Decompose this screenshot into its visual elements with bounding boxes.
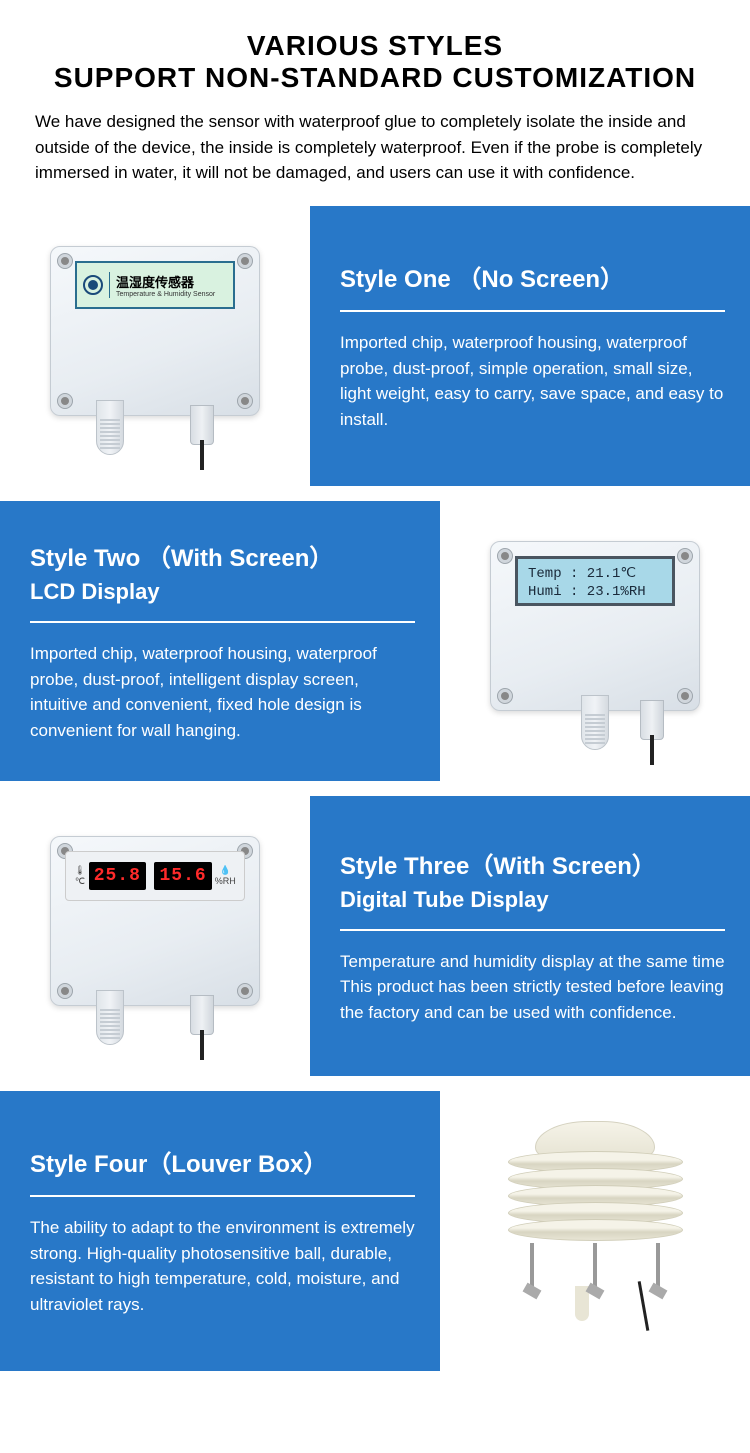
lcd-humi: Humi : 23.1%RH [528,583,662,601]
style3-text: Style Three（With Screen） Digital Tube Di… [310,796,750,1076]
device-label: 温湿度传感器 Temperature & Humidity Sensor [75,261,235,309]
style1-desc: Imported chip, waterproof housing, water… [340,330,725,432]
screw-icon [57,983,73,999]
style3-title: Style Three（With Screen） [340,846,725,881]
style4-image [440,1091,750,1371]
style2-row: Temp : 21.1℃ Humi : 23.1%RH Style Two （W… [0,501,750,781]
screw-icon [237,253,253,269]
leg-icon [593,1243,597,1293]
style1-text: Style One （No Screen） Imported chip, wat… [310,206,750,486]
led-humi-value: 15.6 [154,862,211,890]
screw-icon [237,983,253,999]
cable-gland-icon [190,405,214,445]
probe-icon [581,695,609,750]
louver-ring [508,1219,683,1241]
style3-image: 🌡℃ 25.8 15.6 💧%RH [0,796,310,1076]
divider [30,1195,415,1197]
screw-icon [237,393,253,409]
screw-icon [497,548,513,564]
style4-desc: The ability to adapt to the environment … [30,1215,415,1317]
style3-desc: Temperature and humidity display at the … [340,949,725,1026]
divider [340,310,725,312]
style4-row: Style Four（Louver Box） The ability to ad… [0,1091,750,1371]
style2-image: Temp : 21.1℃ Humi : 23.1%RH [440,501,750,781]
thermometer-icon: 🌡℃ [74,865,85,887]
screw-icon [677,688,693,704]
style2-text: Style Two （With Screen） LCD Display Impo… [0,501,440,781]
screw-icon [497,688,513,704]
cable-icon [200,1030,204,1060]
style3-row: 🌡℃ 25.8 15.6 💧%RH Style Three（ [0,796,750,1076]
style1-row: 温湿度传感器 Temperature & Humidity Sensor Sty… [0,206,750,486]
cable-gland-icon [190,995,214,1035]
device-louver [495,1121,695,1341]
divider [340,929,725,931]
style4-text: Style Four（Louver Box） The ability to ad… [0,1091,440,1371]
intro-text: We have designed the sensor with waterpr… [0,109,750,206]
style2-desc: Imported chip, waterproof housing, water… [30,641,415,743]
label-cn: 温湿度传感器 [116,272,227,291]
device-lcd: Temp : 21.1℃ Humi : 23.1%RH [480,541,710,741]
style1-image: 温湿度传感器 Temperature & Humidity Sensor [0,206,310,486]
probe-icon [96,400,124,455]
lcd-display: Temp : 21.1℃ Humi : 23.1%RH [515,556,675,606]
style1-title: Style One （No Screen） [340,259,725,294]
style2-title: Style Two （With Screen） [30,538,415,573]
cable-icon [650,735,654,765]
probe-icon [96,990,124,1045]
led-display: 🌡℃ 25.8 15.6 💧%RH [65,851,245,901]
screw-icon [677,548,693,564]
logo-icon [83,275,103,295]
divider [30,621,415,623]
droplet-icon: 💧%RH [215,865,236,887]
leg-icon [656,1243,660,1293]
screw-icon [57,393,73,409]
label-en: Temperature & Humidity Sensor [116,291,227,298]
page-header: VARIOUS STYLES SUPPORT NON-STANDARD CUST… [0,0,750,109]
leg-icon [530,1243,534,1293]
cable-gland-icon [640,700,664,740]
lcd-temp: Temp : 21.1℃ [528,565,662,583]
screw-icon [57,253,73,269]
style3-subtitle: Digital Tube Display [340,887,725,913]
device-led: 🌡℃ 25.8 15.6 💧%RH [40,836,270,1036]
led-temp-value: 25.8 [89,862,146,890]
cable-icon [200,440,204,470]
header-line2: SUPPORT NON-STANDARD CUSTOMIZATION [20,62,730,94]
style2-subtitle: LCD Display [30,579,415,605]
header-line1: VARIOUS STYLES [20,30,730,62]
device-noscreen: 温湿度传感器 Temperature & Humidity Sensor [40,246,270,446]
style4-title: Style Four（Louver Box） [30,1144,415,1179]
